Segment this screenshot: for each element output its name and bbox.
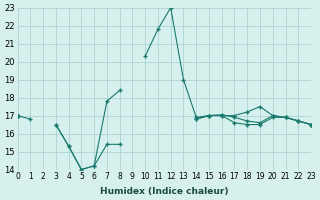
X-axis label: Humidex (Indice chaleur): Humidex (Indice chaleur) bbox=[100, 187, 228, 196]
